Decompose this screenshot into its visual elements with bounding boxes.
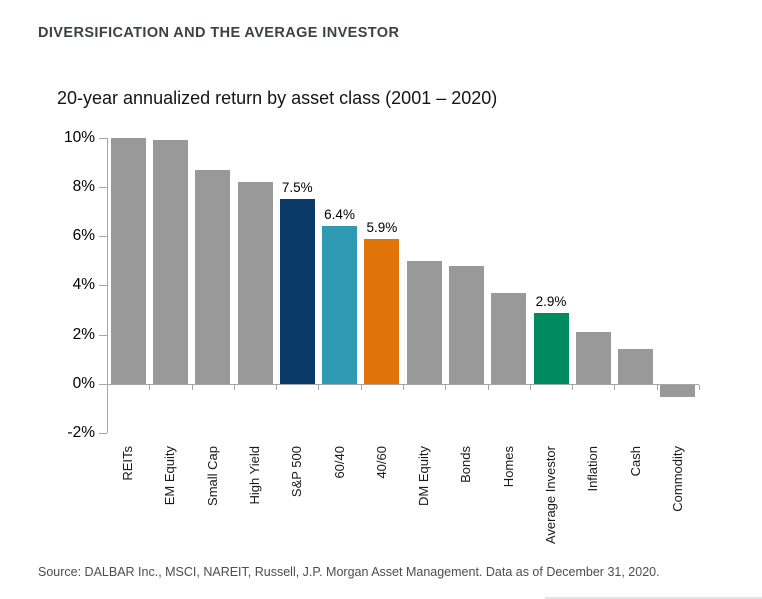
xlabel-cash: Cash [627,446,643,477]
value-label-40-60: 5.9% [366,219,398,235]
y-tick-label-10: 10% [63,128,95,146]
y-tick-label-0: 0% [72,375,95,392]
y-tick-label-6: 6% [72,227,95,245]
bar-dm-equity [406,260,442,384]
x-axis-line [107,384,699,385]
xlabel-dm-equity: DM Equity [416,446,432,506]
y-tick-4 [99,285,107,287]
bar-em-equity [152,139,188,384]
x-tick-9 [487,385,489,390]
x-tick-5 [318,385,320,390]
bar-average-investor [533,312,569,384]
x-tick-1 [149,385,151,390]
y-tick-label-8: 8% [72,177,95,195]
source-note: Source: DALBAR Inc., MSCI, NAREIT, Russe… [38,565,660,579]
xlabel-small-cap: Small Cap [204,446,220,506]
xlabel-40-60: 40/60 [373,446,389,479]
x-tick-8 [445,385,447,390]
value-label-s-p-500: 7.5% [281,180,313,196]
y-tick--2 [99,433,107,435]
xlabel-60-40: 60/40 [331,446,347,479]
bar-high-yield [237,181,273,384]
xlabel-average-investor: Average Investor [543,446,558,545]
xlabel-high-yield: High Yield [247,446,262,505]
xlabel-inflation: Inflation [585,446,601,492]
y-tick-label-4: 4% [72,276,95,294]
page-title: DIVERSIFICATION AND THE AVERAGE INVESTOR [38,25,400,41]
y-tick-8 [99,186,107,188]
value-label-average-investor: 2.9% [535,293,567,309]
bar-reits [110,137,146,384]
bar-homes [491,292,527,384]
x-tick-3 [233,385,235,390]
xlabel-reits: REITs [120,446,136,481]
bar-s-p-500 [279,199,315,384]
y-tick-label--2: -2% [67,424,95,442]
y-axis-line [107,137,108,434]
bar-cash [618,349,654,384]
y-tick-0 [99,384,107,385]
bottom-edge-strip [545,597,762,599]
y-tick-6 [99,236,107,238]
xlabel-commodity: Commodity [669,446,685,512]
bar-small-cap [195,169,231,384]
y-tick-2 [99,334,107,336]
bar-inflation [575,332,611,384]
x-tick-6 [360,385,362,390]
xlabel-s-p-500: S&P 500 [289,446,305,498]
x-tick-12 [614,385,616,390]
x-tick-10 [529,385,531,390]
y-tick-label-2: 2% [72,325,95,343]
bar-40-60 [364,238,400,384]
y-tick-10 [99,137,107,139]
x-tick-11 [572,385,574,390]
bar-bonds [448,265,484,384]
x-tick-14 [699,385,700,390]
x-tick-4 [276,385,278,390]
x-tick-13 [656,385,658,390]
xlabel-em-equity: EM Equity [162,446,178,506]
x-tick-0 [107,385,108,390]
chart-title: 20-year annualized return by asset class… [57,88,498,108]
bar-commodity [660,385,696,398]
xlabel-bonds: Bonds [458,446,474,483]
bar-60-40 [322,226,358,384]
xlabel-homes: Homes [500,446,516,488]
x-tick-7 [403,385,404,390]
value-label-60-40: 6.4% [324,207,355,223]
x-tick-2 [191,385,193,390]
